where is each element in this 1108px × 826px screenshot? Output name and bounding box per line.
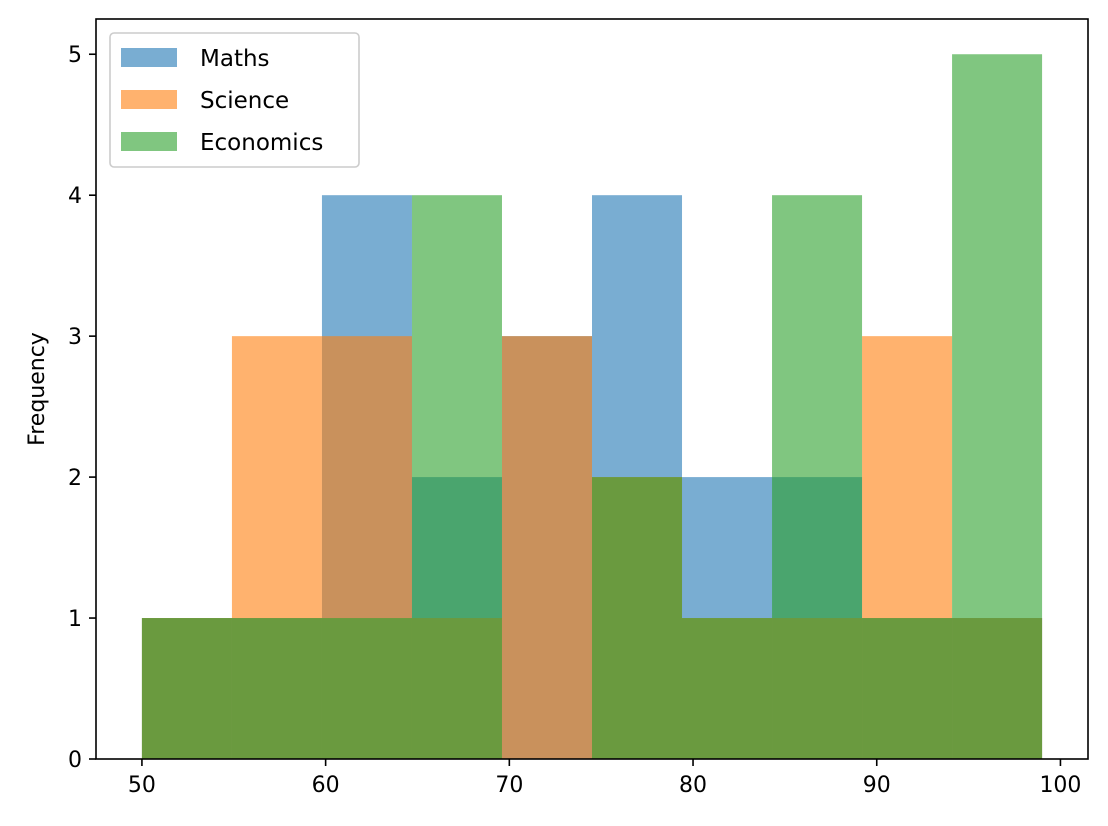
bar-economics-1 <box>231 618 322 759</box>
bar-economics-6 <box>682 618 773 759</box>
y-tick-label: 0 <box>68 748 82 773</box>
y-tick-label: 2 <box>68 466 82 491</box>
y-tick-label: 4 <box>68 184 82 209</box>
y-axis-label: Frequency <box>25 332 50 446</box>
y-tick-label: 1 <box>68 607 82 632</box>
x-tick-label: 50 <box>128 773 156 798</box>
y-axis: 0 1 2 3 4 5 <box>68 43 96 773</box>
y-tick-label: 5 <box>68 43 82 68</box>
x-tick-label: 70 <box>495 773 523 798</box>
plot-frame <box>95 18 1089 760</box>
bar-science-4 <box>501 336 592 759</box>
legend-swatch-economics <box>121 132 177 151</box>
legend-label-economics: Economics <box>200 130 323 156</box>
x-tick-label: 80 <box>679 773 707 798</box>
legend-label-maths: Maths <box>200 46 270 72</box>
legend-label-science: Science <box>200 88 289 114</box>
bar-economics-2 <box>321 618 412 759</box>
y-tick-label: 3 <box>68 325 82 350</box>
bar-economics-0 <box>141 618 232 759</box>
bar-economics-3 <box>411 195 502 759</box>
bar-economics-7 <box>772 195 863 759</box>
legend: Maths Science Economics <box>109 32 360 168</box>
bars-layer <box>141 54 1043 759</box>
bar-economics-5 <box>592 477 683 759</box>
bar-economics-9 <box>952 54 1043 759</box>
legend-swatch-maths <box>121 48 177 67</box>
x-tick-label: 100 <box>1039 773 1081 798</box>
legend-swatch-science <box>121 90 177 109</box>
x-axis: 50 60 70 80 90 100 <box>128 759 1081 798</box>
bar-economics-8 <box>862 618 953 759</box>
x-tick-label: 90 <box>863 773 891 798</box>
x-tick-label: 60 <box>312 773 340 798</box>
